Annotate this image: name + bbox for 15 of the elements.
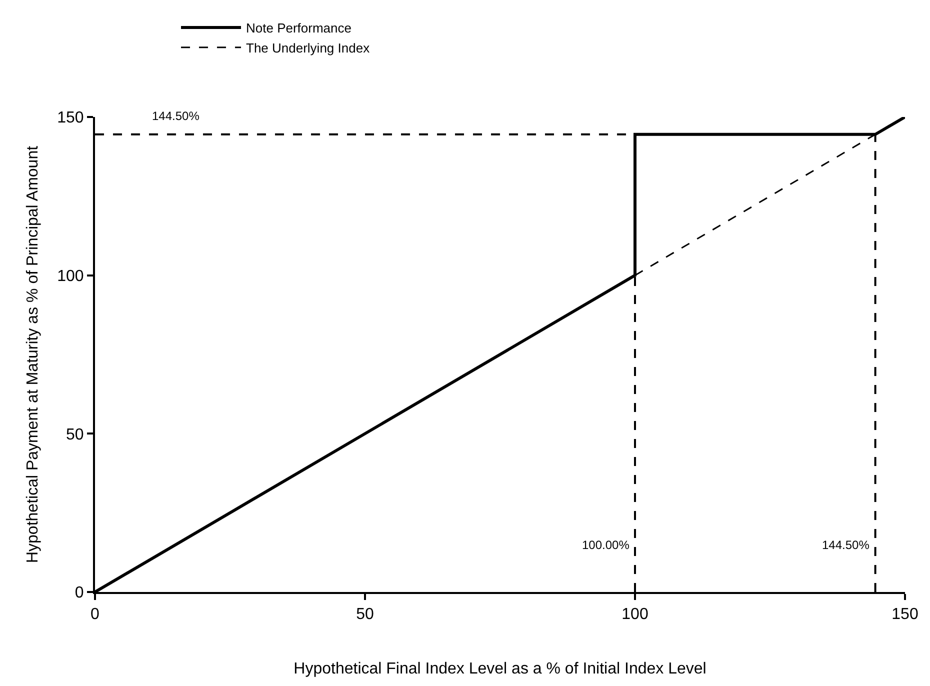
y-tick-label: 150 [57,110,84,127]
ref-line-label: 100.00% [582,538,630,552]
legend-label: Note Performance [246,20,352,36]
y-tick-label: 50 [66,426,84,444]
x-tick-label: 50 [356,606,374,624]
ref-line-label: 144.50% [822,538,870,552]
x-tick-label: 100 [622,606,648,624]
y-axis-title: Hypothetical Payment at Maturity as % of Principal Amount [24,145,42,564]
y-tick-label: 0 [74,584,84,602]
x-tick-label: 150 [892,606,918,624]
y-tick-label: 100 [57,268,84,285]
x-tick-label: 0 [90,606,100,624]
legend-label: The Underlying Index [246,40,370,56]
x-axis-title: Hypothetical Final Index Level as a % of Initial Index Level [294,660,706,678]
ref-line-label: 144.50% [152,109,200,123]
